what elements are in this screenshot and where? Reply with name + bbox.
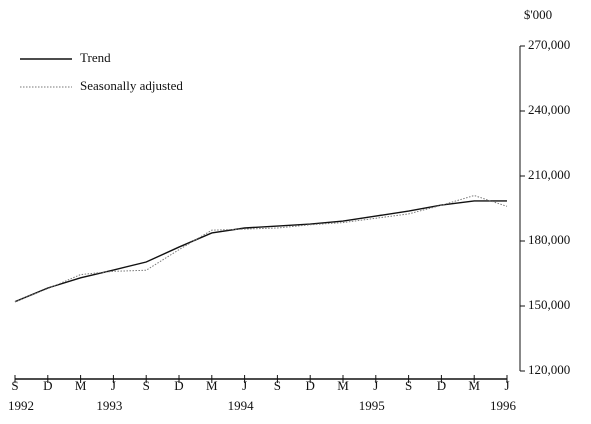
y-tick-label: 240,000: [528, 102, 570, 117]
y-tick-label: 270,000: [528, 37, 570, 52]
x-tick-label: D: [174, 378, 183, 393]
x-tick-label: S: [143, 378, 150, 393]
x-tick-label: J: [111, 378, 116, 393]
year-label: 1992: [8, 398, 34, 413]
y-tick-label: 210,000: [528, 167, 570, 182]
x-tick-label: S: [405, 378, 412, 393]
x-tick-label: M: [468, 378, 480, 393]
y-tick-label: 180,000: [528, 232, 570, 247]
year-label: 1993: [96, 398, 122, 413]
x-tick-label: D: [437, 378, 446, 393]
x-tick-label: J: [504, 378, 509, 393]
x-tick-label: M: [337, 378, 349, 393]
legend-label: Trend: [80, 50, 111, 65]
x-tick-label: M: [206, 378, 218, 393]
series-line: [14, 194, 508, 303]
year-label: 1994: [228, 398, 255, 413]
y-unit: $'000: [524, 7, 552, 22]
y-tick-label: 150,000: [528, 297, 570, 312]
x-tick-label: D: [43, 378, 52, 393]
y-tick-label: 120,000: [528, 362, 570, 377]
x-tick-label: J: [242, 378, 247, 393]
series-line: [14, 200, 507, 303]
x-tick-label: S: [274, 378, 281, 393]
legend-label: Seasonally adjusted: [80, 78, 183, 93]
x-tick-label: J: [373, 378, 378, 393]
x-tick-label: M: [75, 378, 87, 393]
year-label: 1996: [490, 398, 517, 413]
x-tick-label: S: [11, 378, 18, 393]
year-label: 1995: [359, 398, 385, 413]
x-tick-label: D: [306, 378, 315, 393]
